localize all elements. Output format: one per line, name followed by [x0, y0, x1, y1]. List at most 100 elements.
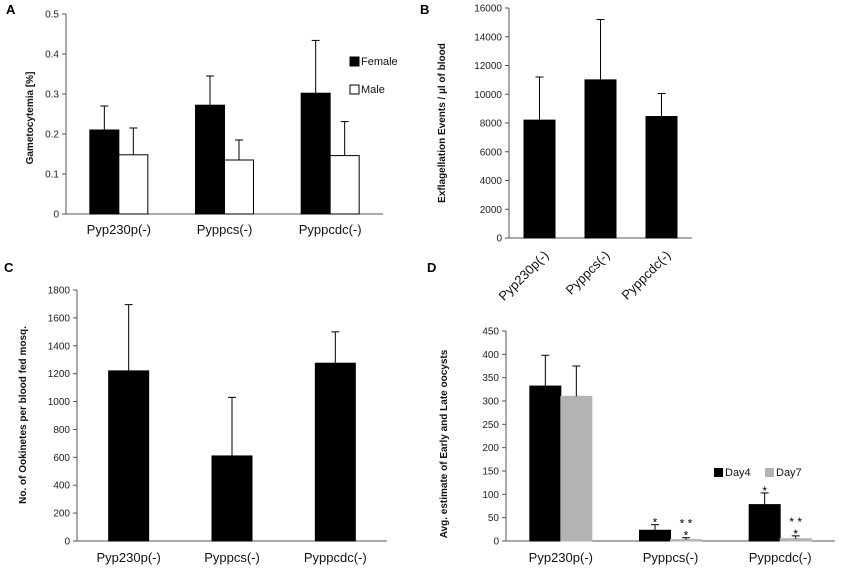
- panel-d-category-label: Pyppcs(-): [643, 550, 699, 565]
- panel-b-bar-exflagellation-2: [646, 117, 677, 238]
- legend-day4-swatch: [714, 468, 723, 477]
- panel-d-category-label: Pyp230p(-): [529, 550, 593, 565]
- panel-a-categories: Pyp230p(-) Pyppcs(-) Pyppcdc(-): [87, 222, 362, 237]
- panel-a-ytick-label: 0: [53, 210, 59, 221]
- panel-a-ytick-label: 0.2: [45, 130, 59, 141]
- panel-c: C No. of Ookinetes per blood fed mosq. 0…: [4, 260, 387, 565]
- panel-d-bar-day4-2: [749, 505, 780, 541]
- panel-b-ytick-label: 4000: [480, 176, 503, 187]
- panel-a-ytick-label: 0.3: [45, 90, 59, 101]
- panel-b-bars: [524, 20, 677, 239]
- panel-a-ytick-label: 0.5: [45, 10, 59, 21]
- figure: A Gametocytemia [%] 0 0.1 0.2 0.3 0.4 0.5 Pyp…: [0, 0, 851, 569]
- panel-b-ytick-label: 12000: [474, 61, 502, 72]
- panel-d-significance-star: *: [653, 516, 658, 530]
- panel-c-categories: Pyp230p(-) Pyppcs(-) Pyppcdc(-): [97, 550, 367, 565]
- panel-b-ytick-label: 10000: [474, 90, 502, 101]
- panel-b-ytick-label: 0: [496, 234, 502, 245]
- panel-a: A Gametocytemia [%] 0 0.1 0.2 0.3 0.4 0.5 Pyp…: [6, 2, 398, 237]
- legend-male-swatch: [350, 85, 359, 94]
- panel-c-label: C: [4, 260, 14, 275]
- panel-c-ytick-label: 400: [53, 481, 70, 492]
- panel-a-category-label: Pyp230p(-): [87, 222, 151, 237]
- panel-a-label: A: [6, 2, 16, 17]
- panel-d-significance-star: *: [762, 484, 767, 498]
- panel-d-ytick-label: 150: [482, 467, 499, 478]
- panel-c-bar-ookinetes-1: [212, 456, 252, 541]
- panel-b-category-label: Pyppcdc(-): [619, 248, 674, 303]
- panel-c-ytick-label: 1000: [48, 397, 71, 408]
- panel-c-ytick-label: 200: [53, 509, 70, 520]
- panel-a-bars: [90, 40, 359, 214]
- legend-male-label: Male: [361, 84, 385, 96]
- panel-b-bar-exflagellation-1: [585, 80, 616, 238]
- panel-c-ytick-label: 1800: [48, 286, 71, 297]
- panel-c-ytick-label: 1600: [48, 313, 71, 324]
- panel-a-bar-female-1: [196, 105, 225, 214]
- legend-day7-swatch: [765, 468, 774, 477]
- panel-d-ytick-label: 100: [482, 490, 499, 501]
- panel-d-bar-day4-1: [640, 530, 671, 541]
- panel-b-ytick-label: 16000: [474, 4, 502, 15]
- legend-day7-label: Day7: [776, 467, 802, 479]
- panel-a-bar-female-2: [301, 93, 330, 214]
- panel-c-bar-ookinetes-2: [315, 363, 355, 541]
- panel-d-significance-star: *: [793, 527, 798, 541]
- panel-c-category-label: Pyppcs(-): [204, 550, 260, 565]
- panel-d-ytick-label: 200: [482, 443, 499, 454]
- panel-c-category-label: Pyp230p(-): [97, 550, 161, 565]
- panel-c-bars: [109, 305, 356, 541]
- panel-c-ytick-label: 1400: [48, 341, 71, 352]
- panel-b-bar-exflagellation-0: [524, 120, 555, 238]
- panel-d-ytick-label: 0: [493, 537, 499, 548]
- panel-b-yticks: 0 2000 4000 6000 8000 10000 12000 14000 16000: [474, 4, 509, 245]
- panel-c-category-label: Pyppcdc(-): [304, 550, 367, 565]
- panel-d-ytick-label: 350: [482, 373, 499, 384]
- panel-a-legend: Female Male: [350, 56, 398, 96]
- panel-d: D Avg. estimate of Early and Late oocyst…: [427, 260, 835, 565]
- panel-d-ytick-label: 400: [482, 350, 499, 361]
- panel-b-ytick-label: 14000: [474, 32, 502, 43]
- panel-c-ytick-label: 0: [64, 537, 70, 548]
- panel-d-label: D: [427, 260, 436, 275]
- panel-b-ytick-label: 6000: [480, 147, 503, 158]
- panel-d-yticks: 0 50 100 150 200 250 300 350 400 450: [482, 327, 506, 548]
- panel-d-categories: Pyp230p(-) Pyppcs(-) Pyppcdc(-): [529, 550, 812, 565]
- panel-c-bar-ookinetes-0: [109, 371, 149, 541]
- panel-d-ylabel: Avg. estimate of Early and Late oocysts: [439, 349, 450, 538]
- panel-d-ytick-label: 50: [488, 513, 500, 524]
- panel-d-ytick-label: 450: [482, 327, 499, 338]
- panel-b-ylabel: Exflagellation Events / µl of blood: [437, 43, 448, 203]
- panel-b-ytick-label: 2000: [480, 205, 503, 216]
- panel-a-ytick-label: 0.1: [45, 170, 59, 181]
- panel-a-bar-male-1: [225, 160, 254, 214]
- panel-c-ylabel: No. of Ookinetes per blood fed mosq.: [18, 326, 29, 504]
- panel-b-ytick-label: 8000: [480, 119, 503, 130]
- panel-c-ytick-label: 1200: [48, 369, 71, 380]
- panel-d-ytick-label: 250: [482, 420, 499, 431]
- panel-b-categories: Pyp230p(-) Pyppcs(-) Pyppcdc(-): [496, 248, 674, 304]
- panel-d-ytick-label: 300: [482, 397, 499, 408]
- panel-b-category-label: Pyp230p(-): [496, 248, 552, 304]
- panel-d-significance-star: *: [684, 529, 689, 543]
- panel-d-category-label: Pyppcdc(-): [749, 550, 812, 565]
- panel-a-category-label: Pyppcs(-): [197, 222, 253, 237]
- panel-a-ytick-label: 0.4: [45, 50, 59, 61]
- panel-d-bar-day7-0: [561, 396, 592, 541]
- legend-female-swatch: [350, 57, 359, 66]
- panel-d-bars: [530, 355, 811, 541]
- legend-day4-label: Day4: [725, 467, 751, 479]
- panel-a-ylabel: Gametocytemia [%]: [25, 72, 36, 165]
- panel-b: B Exflagellation Events / µl of blood 0 2…: [420, 2, 692, 304]
- panel-a-category-label: Pyppcdc(-): [299, 222, 362, 237]
- panel-c-yticks: 0 200 400 600 800 1000 1200 1400 1600 1800: [48, 286, 77, 548]
- panel-a-bar-male-2: [330, 156, 359, 214]
- panel-a-yticks: 0 0.1 0.2 0.3 0.4 0.5: [45, 10, 66, 221]
- legend-female-label: Female: [361, 56, 398, 68]
- panel-c-ytick-label: 800: [53, 425, 70, 436]
- panel-a-bar-male-0: [119, 155, 148, 214]
- panel-c-ytick-label: 600: [53, 453, 70, 464]
- panel-d-legend: Day4 Day7: [714, 467, 802, 479]
- panel-b-label: B: [420, 2, 429, 17]
- panel-b-category-label: Pyppcs(-): [563, 248, 613, 298]
